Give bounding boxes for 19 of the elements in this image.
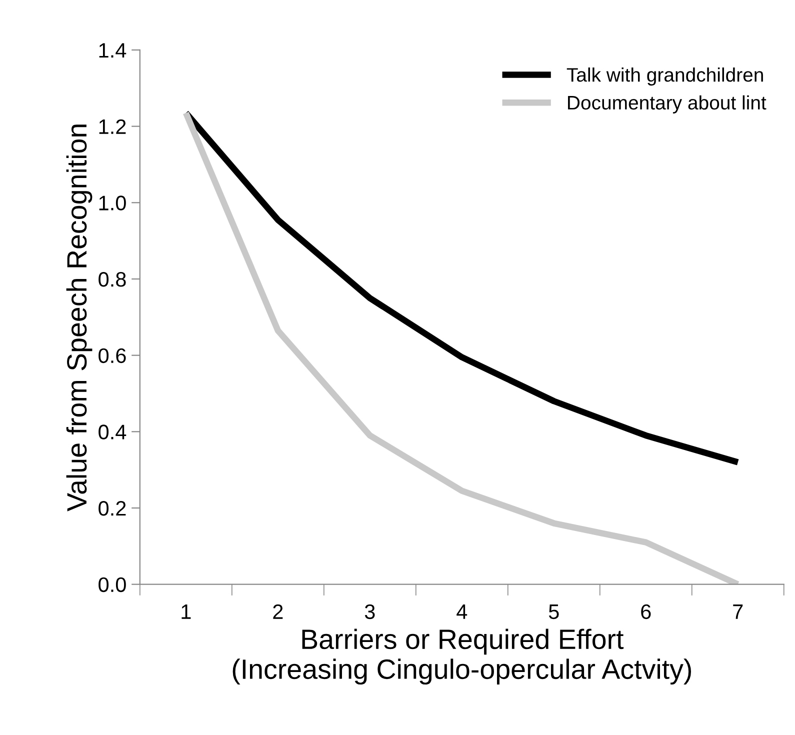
y-tick-label: 0.6 bbox=[98, 348, 126, 364]
y-axis-title: Value from Speech Recognition bbox=[66, 124, 92, 512]
legend-label: Talk with grandchildren bbox=[566, 67, 763, 86]
y-tick-label: 0.8 bbox=[98, 272, 126, 287]
x-tick-label: 5 bbox=[548, 604, 559, 620]
y-tick-label: 0.2 bbox=[98, 500, 126, 516]
x-tick-label: 3 bbox=[364, 604, 375, 620]
y-tick-label: 0.0 bbox=[98, 577, 126, 592]
x-tick-label: 1 bbox=[182, 604, 191, 619]
x-tick-label: 7 bbox=[733, 604, 743, 619]
x-tick-label: 4 bbox=[456, 604, 468, 619]
legend-label: Documentary about lint bbox=[568, 95, 766, 114]
y-tick-label: 1.0 bbox=[99, 196, 126, 210]
y-tick-label: 0.4 bbox=[98, 424, 126, 440]
x-tick-label: 2 bbox=[273, 604, 283, 619]
y-tick-label: 1.4 bbox=[99, 43, 126, 58]
x-tick-label: 6 bbox=[641, 604, 651, 620]
y-tick-label: 1.2 bbox=[99, 119, 126, 134]
x-axis-title: Barriers or Required Effort (Increasing Cingulo-opercular Actvity) bbox=[232, 628, 691, 685]
